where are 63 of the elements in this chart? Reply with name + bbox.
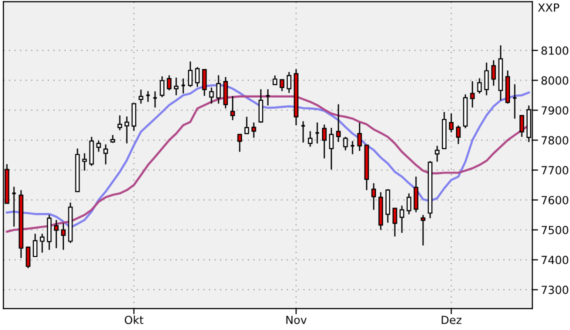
candlestick: [414, 176, 418, 213]
candlestick: [124, 116, 130, 144]
candlestick: [456, 124, 461, 145]
candlestick: [202, 68, 207, 96]
candlestick: [519, 114, 524, 138]
candlestick: [46, 214, 52, 251]
candlestick: [308, 130, 313, 148]
candlestick: [434, 145, 440, 162]
candlestick: [484, 62, 489, 96]
candlestick: [322, 124, 327, 160]
y-tick-label: 7700: [542, 166, 568, 174]
candlestick: [188, 60, 193, 88]
x-tick-label: Dez: [442, 316, 462, 324]
candlestick: [371, 182, 376, 210]
candlestick: [138, 88, 144, 104]
candlestick: [61, 222, 66, 251]
candlestick: [336, 104, 341, 143]
candlestick: [406, 192, 412, 215]
candlestick: [392, 208, 398, 238]
candlestick: [470, 80, 475, 108]
y-tick-label: 8000: [541, 76, 568, 85]
candlestick: [286, 71, 292, 94]
candlestick: [244, 116, 250, 134]
y-tick-label: 7600: [542, 196, 568, 204]
candlestick: [237, 134, 242, 152]
candlestick: [280, 79, 284, 92]
candlestick: [258, 88, 264, 124]
y-tick-label: 7500: [542, 226, 568, 234]
candlestick: [82, 152, 87, 172]
candlestick: [54, 219, 59, 249]
candlestick: [357, 122, 362, 152]
y-tick-label: 7800: [542, 136, 568, 145]
candlestick: [103, 144, 108, 165]
y-tick-label: 7400: [542, 256, 568, 264]
x-tick-label: Nov: [286, 316, 307, 324]
candlestick: [166, 74, 172, 91]
candlestick: [448, 112, 454, 133]
candlestick: [96, 140, 101, 152]
candlestick: [329, 127, 334, 170]
candlestick: [160, 76, 164, 98]
candlestick: [40, 233, 45, 254]
candlestick: [251, 122, 256, 138]
x-tick-label: Okt: [124, 315, 144, 324]
y-axis-title: XXP: [538, 4, 560, 12]
y-tick-label: 7300: [542, 286, 568, 294]
candlestick: [32, 233, 38, 258]
candlestick: [195, 66, 200, 88]
candlestick: [420, 214, 426, 246]
candlestick: [26, 246, 30, 269]
y-tick-label: 8100: [541, 46, 568, 55]
candlestick: [174, 77, 179, 96]
y-tick-label: 7900: [542, 106, 568, 115]
candlestick: [491, 60, 496, 86]
candlestick: [230, 96, 235, 121]
candlestick: [477, 78, 482, 94]
candlestick: [343, 136, 348, 151]
candlestick: [117, 114, 122, 131]
candlestick: [223, 76, 228, 110]
candlestick: [132, 103, 136, 132]
candlestick: [400, 205, 404, 234]
candlestick: [216, 74, 221, 104]
candlestick: [209, 86, 214, 104]
candlestick: [89, 136, 94, 166]
